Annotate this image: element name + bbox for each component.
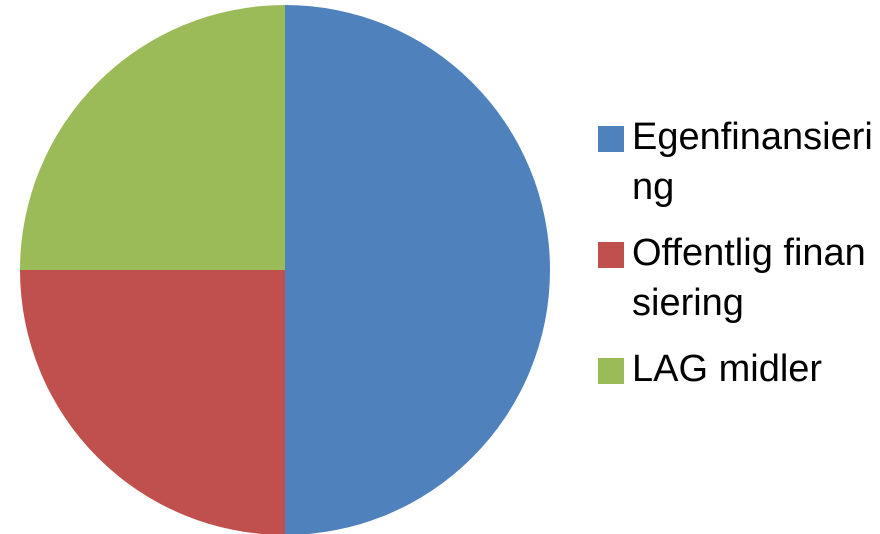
legend-swatch <box>598 126 624 152</box>
legend: Egenfinansiering Offentlig finansiering LA… <box>598 112 880 410</box>
legend-label: Egenfinansiering <box>632 116 873 208</box>
legend-swatch <box>598 242 624 268</box>
legend-swatch <box>598 358 624 384</box>
pie-slice <box>20 270 285 534</box>
pie-slice <box>285 5 550 534</box>
legend-label: LAG midler <box>632 348 823 390</box>
pie-slice <box>20 5 285 270</box>
legend-item: Egenfinansiering <box>598 112 880 212</box>
legend-item: Offentlig finansiering <box>598 228 880 328</box>
legend-label: Offentlig finansiering <box>632 232 866 324</box>
legend-item: LAG midler <box>598 344 880 394</box>
